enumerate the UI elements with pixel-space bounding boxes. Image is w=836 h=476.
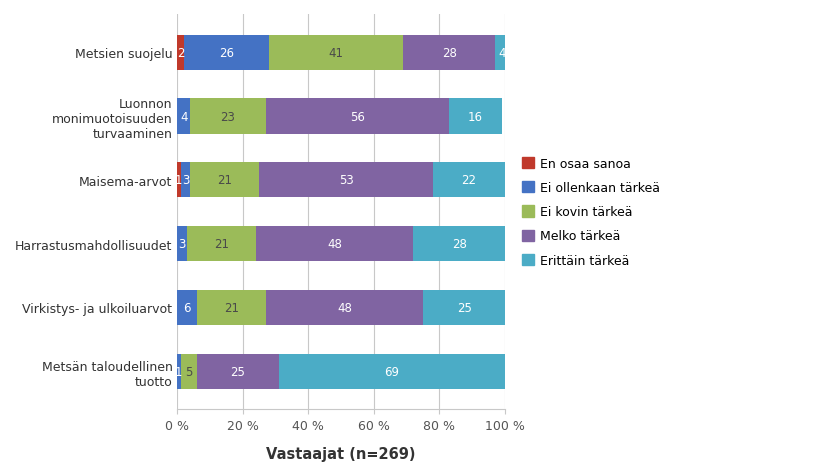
Bar: [495, 36, 508, 70]
Text: 2: 2: [176, 47, 184, 60]
Text: 5: 5: [185, 365, 192, 378]
Text: 21: 21: [224, 301, 239, 314]
Bar: [177, 354, 181, 389]
Text: 56: 56: [350, 110, 365, 123]
Bar: [191, 163, 259, 198]
Bar: [197, 354, 279, 389]
Text: 22: 22: [461, 174, 477, 187]
Text: 48: 48: [327, 238, 342, 250]
Text: 28: 28: [442, 47, 456, 60]
Bar: [177, 36, 184, 70]
Bar: [181, 163, 191, 198]
Bar: [404, 36, 495, 70]
Text: 1: 1: [175, 365, 182, 378]
Text: 53: 53: [339, 174, 354, 187]
Bar: [177, 290, 197, 325]
Text: 1: 1: [175, 174, 182, 187]
X-axis label: Vastaajat (n=269): Vastaajat (n=269): [267, 446, 415, 461]
Text: 48: 48: [337, 301, 352, 314]
Text: 16: 16: [468, 110, 483, 123]
Text: 4: 4: [180, 110, 187, 123]
Text: 3: 3: [178, 238, 186, 250]
Text: 69: 69: [385, 365, 400, 378]
Text: 23: 23: [221, 110, 236, 123]
Text: 41: 41: [329, 47, 344, 60]
Bar: [413, 227, 505, 262]
Text: 25: 25: [231, 365, 245, 378]
Bar: [177, 163, 181, 198]
Text: 21: 21: [214, 238, 229, 250]
Legend: En osaa sanoa, Ei ollenkaan tärkeä, Ei kovin tärkeä, Melko tärkeä, Erittäin tärk: En osaa sanoa, Ei ollenkaan tärkeä, Ei k…: [517, 154, 664, 271]
Bar: [177, 227, 187, 262]
Bar: [197, 290, 266, 325]
Bar: [269, 36, 404, 70]
Bar: [177, 99, 191, 134]
Bar: [449, 99, 502, 134]
Bar: [256, 227, 413, 262]
Bar: [181, 354, 197, 389]
Bar: [266, 290, 423, 325]
Text: 26: 26: [219, 47, 234, 60]
Text: 3: 3: [181, 174, 189, 187]
Bar: [433, 163, 505, 198]
Bar: [191, 99, 266, 134]
Bar: [187, 227, 256, 262]
Bar: [279, 354, 505, 389]
Text: 21: 21: [217, 174, 232, 187]
Bar: [184, 36, 269, 70]
Bar: [266, 99, 449, 134]
Text: 25: 25: [456, 301, 472, 314]
Text: 4: 4: [498, 47, 506, 60]
Bar: [423, 290, 505, 325]
Text: 6: 6: [183, 301, 191, 314]
Bar: [259, 163, 433, 198]
Text: 28: 28: [451, 238, 466, 250]
